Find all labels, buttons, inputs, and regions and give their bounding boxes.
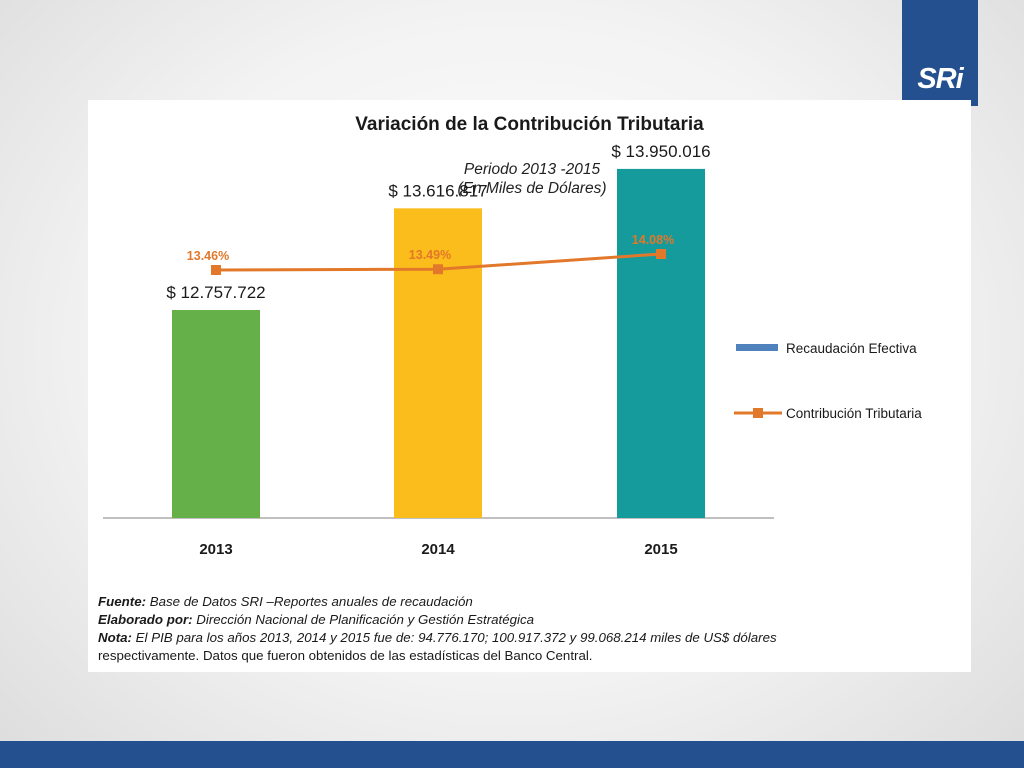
bar-2015 bbox=[617, 168, 705, 518]
x-tick-2013: 2013 bbox=[199, 541, 232, 558]
source-notes: Fuente: Base de Datos SRI –Reportes anua… bbox=[98, 593, 968, 665]
line-label-2013: 13.46% bbox=[187, 249, 229, 263]
bar-label-2015: $ 13.950.016 bbox=[611, 142, 710, 161]
note-nota-cont: respectivamente. Datos que fueron obteni… bbox=[98, 648, 593, 663]
sri-logo: SRi bbox=[917, 63, 963, 95]
subtitle-line-2: (En Miles de Dólares) bbox=[457, 180, 607, 197]
fuente-label: Fuente: bbox=[98, 594, 147, 609]
x-tick-2014: 2014 bbox=[421, 541, 455, 558]
line-marker-2013 bbox=[211, 265, 221, 275]
note-nota: Nota: El PIB para los años 2013, 2014 y … bbox=[98, 629, 968, 647]
bar-2013 bbox=[172, 310, 260, 518]
legend-swatch-recaudacion bbox=[736, 344, 778, 351]
note-fuente: Fuente: Base de Datos SRI –Reportes anua… bbox=[98, 593, 968, 611]
elaborado-text: Dirección Nacional de Planificación y Ge… bbox=[192, 612, 535, 627]
bar-2014 bbox=[394, 208, 482, 518]
chart-svg: $ 12.757.722 2013 $ 13.616.817 2014 $ 13.950… bbox=[103, 142, 922, 558]
line-label-2014: 13.49% bbox=[409, 248, 451, 262]
x-tick-2015: 2015 bbox=[644, 541, 677, 558]
fuente-text: Base de Datos SRI –Reportes anuales de r… bbox=[146, 594, 473, 609]
nota-label: Nota: bbox=[98, 630, 132, 645]
legend-marker-contribucion bbox=[753, 408, 763, 418]
nota-text: El PIB para los años 2013, 2014 y 2015 f… bbox=[131, 630, 777, 645]
line-label-2015: 14.08% bbox=[632, 233, 674, 247]
legend-label-contribucion: Contribución Tributaria bbox=[786, 406, 922, 421]
elaborado-label: Elaborado por: bbox=[98, 612, 193, 627]
line-marker-2015 bbox=[656, 249, 666, 259]
logo-tab: SRi bbox=[902, 0, 978, 106]
chart-title: Variación de la Contribución Tributaria bbox=[355, 114, 704, 135]
subtitle-line-1: Periodo 2013 -2015 bbox=[463, 161, 601, 178]
legend-label-recaudacion: Recaudación Efectiva bbox=[786, 341, 917, 356]
footer-bar bbox=[0, 741, 1024, 768]
chart-subtitle: Periodo 2013 -2015 (En Miles de Dólares) bbox=[432, 160, 632, 198]
line-marker-2014 bbox=[433, 264, 443, 275]
bar-label-2014: $ 13.616.817 bbox=[388, 181, 487, 200]
bar-label-2013: $ 12.757.722 bbox=[166, 283, 265, 302]
note-elaborado: Elaborado por: Dirección Nacional de Pla… bbox=[98, 611, 968, 629]
chart-panel: Variación de la Contribución Tributaria … bbox=[88, 100, 971, 672]
